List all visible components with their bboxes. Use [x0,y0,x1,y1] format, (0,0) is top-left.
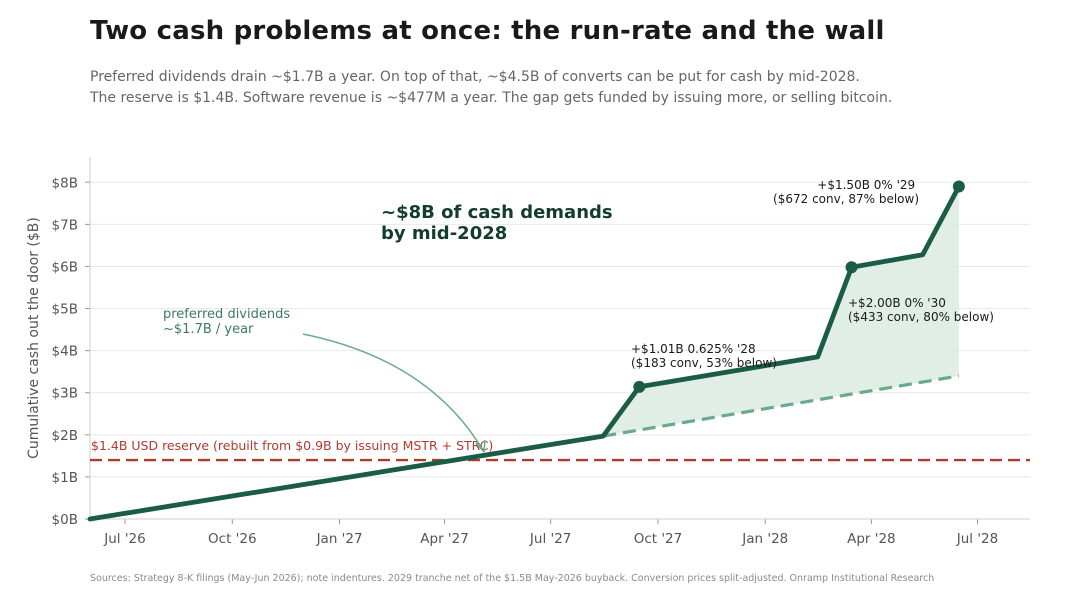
x-tick-label: Apr '27 [420,531,469,547]
headline-line-2: by mid-2028 [381,223,507,244]
y-tick-label: $8B [52,175,78,191]
tranche-markers [633,180,965,393]
y-tick-label: $0B [52,512,78,528]
conv-2029-line-1: +$1.50B 0% '29 [817,178,915,192]
y-tick-label: $3B [52,386,78,402]
tranche-marker [633,380,646,393]
source-note: Sources: Strategy 8-K filings (May-Jun 2… [90,573,935,584]
conv-2028-annotation: +$1.01B 0.625% '28 ($183 conv, 53% below… [631,342,777,370]
conv-2028-line-2: ($183 conv, 53% below) [631,356,777,370]
gap-fill-area [603,186,959,437]
y-tick-label: $2B [52,428,78,444]
subtitle-line-2: The reserve is $1.4B. Software revenue i… [90,90,893,106]
x-tick-label: Apr '28 [847,531,896,547]
dividends-annotation: preferred dividends ~$1.7B / year [163,307,294,337]
x-tick-label: Oct '26 [208,531,257,547]
x-tick-label: Jul '27 [529,531,571,547]
dividends-only-dashed-line [602,374,960,438]
tranche-marker [952,180,965,193]
dividends-arrowhead [475,439,486,453]
tranche-marker [845,261,858,274]
dividends-arrow [302,333,485,453]
y-axis-label: Cumulative cash out the door ($B) [26,217,42,459]
conv-2030-line-1: +$2.00B 0% '30 [848,296,946,310]
y-tick-label: $1B [52,470,78,486]
total-cash-line [87,184,962,522]
conv-2030-annotation: +$2.00B 0% '30 ($433 conv, 80% below) [848,296,994,324]
headline-line-1: ~$8B of cash demands [381,202,613,223]
y-tick-label: $4B [52,344,78,360]
chart-title: Two cash problems at once: the run-rate … [90,16,885,46]
dividends-line-1: preferred dividends [163,307,290,322]
y-tick-label: $5B [52,302,78,318]
conv-2030-line-2: ($433 conv, 80% below) [848,310,994,324]
conv-2029-annotation: +$1.50B 0% '29 ($672 conv, 87% below) [773,178,919,206]
x-tick-label: Jan '28 [741,531,788,547]
x-tick-label: Jan '27 [316,531,363,547]
x-tick-label: Jul '28 [956,531,998,547]
conv-2028-line-1: +$1.01B 0.625% '28 [631,342,756,356]
y-tick-label: $7B [52,217,78,233]
reserve-label: $1.4B USD reserve (rebuilt from $0.9B by… [91,438,493,453]
chart-subtitle: Preferred dividends drain ~$1.7B a year.… [90,67,1050,109]
x-tick-label: Oct '27 [634,531,683,547]
axes: $0B $1B $2B $3B $4B $5B $6B $7B $8B Jul '26 Oct '2… [52,157,1030,547]
headline-annotation: ~$8B of cash demands by mid-2028 [381,202,619,244]
subtitle-line-1: Preferred dividends drain ~$1.7B a year.… [90,69,860,85]
y-tick-label: $6B [52,259,78,275]
dividends-line-2: ~$1.7B / year [163,322,254,337]
conv-2029-line-2: ($672 conv, 87% below) [773,192,919,206]
x-tick-label: Jul '26 [103,531,145,547]
